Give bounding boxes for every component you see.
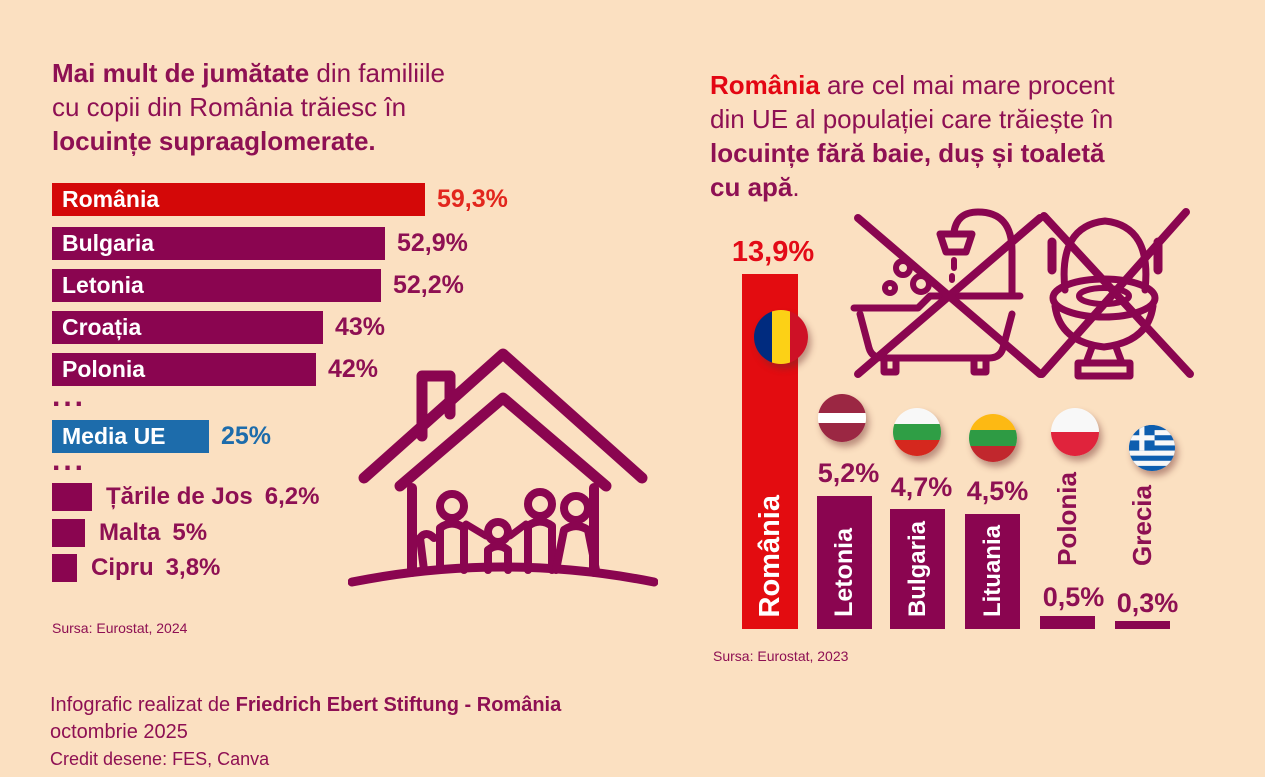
bar-value: 4,7% [890,472,953,502]
text-segment: . [792,172,800,202]
romania-flag-icon [754,310,808,364]
text-segment: cu apă [710,172,793,202]
bar-label-value: Cipru 3,8% [91,554,220,582]
text-line: octombrie 2025 [50,719,561,746]
text-segment: locuințe supraaglomerate. [52,126,376,156]
text-line: România are cel mai mare procent [710,68,1115,102]
left-source: Sursa: Eurostat, 2024 [52,620,188,636]
text-segment: octombrie 2025 [50,721,188,743]
bar-value: 0,3% [1116,588,1179,618]
bar-label: Bulgaria [890,509,945,629]
text-segment: Infografic realizat de [50,694,236,716]
text-segment: din familiile [309,58,445,88]
bar-label: Bulgaria [62,230,155,256]
bar-malta [52,519,85,547]
right-chart-title: România are cel mai mare procent din UE a… [710,68,1115,204]
ellipsis: ... [52,444,87,477]
house-with-family-icon [348,348,658,587]
bar-value: 52,9% [397,229,468,257]
text-line: locuințe supraaglomerate. [52,124,445,158]
bar-label: Polonia [62,356,146,382]
bar-label-text: Lituania [978,524,1006,617]
bar-bulgaria [890,509,945,629]
bar-value: 42% [328,355,379,383]
text-segment: are cel mai mare procent [819,70,1115,100]
letonia-flag-icon [818,394,866,442]
bar-media-ue: Media UE [52,420,209,453]
bar-cipru [52,554,77,582]
bar-romania: România [52,183,425,216]
bar-label: Letonia [817,496,872,629]
bar-grecia [1115,621,1170,629]
text-line: Infografic realizat de Friedrich Ebert S… [50,692,561,719]
text-segment: locuințe fără baie, duș și toaletă [710,138,1105,168]
bar-value: 3,8% [165,554,221,581]
bar-croatia: Croația [52,311,323,344]
bar-label-text: Bulgaria [903,520,931,617]
bar-bulgaria: Bulgaria [52,227,385,260]
grecia-flag-icon [1129,425,1175,471]
drawings-credit: Credit desene: FES, Canva [50,749,270,769]
left-chart-title: Mai mult de jumătate din familiile cu cop… [52,56,445,158]
bar-label: Croația [62,314,142,340]
bar-label: Cipru [91,554,154,581]
bar-value: 4,5% [966,476,1029,506]
bar-value: 5,2% [817,458,880,488]
text-segment: cu copii din România trăiesc în [52,92,407,122]
text-line: cu copii din România trăiesc în [52,90,445,124]
bar-label-text: Grecia [1127,485,1157,566]
bar-value: 25% [221,422,272,450]
bar-polonia: Polonia [52,353,316,386]
bar-tarile-de-jos [52,483,92,511]
bar-label: Lituania [965,514,1020,629]
bar-label-text: Polonia [1052,472,1082,566]
bar-label: Letonia [62,272,144,298]
crossed-out-bathtub-shower-icon [850,208,1044,378]
bulgaria-flag-icon [893,408,941,456]
bar-value: 13,9% [731,236,815,268]
bar-label: România [62,186,160,212]
bar-value: 5% [172,519,208,546]
bar-label: Malta [99,519,161,546]
bar-polonia [1040,616,1095,629]
bar-label-text: România [753,494,786,617]
bar-letonia: Letonia [52,269,381,302]
bar-value: 0,5% [1042,582,1105,612]
bar-lituania [965,514,1020,629]
text-segment: din UE al populației care trăiește în [710,104,1114,134]
text-line: Mai mult de jumătate din familiile [52,56,445,90]
crossed-out-toilet-icon [1040,208,1194,380]
text-segment: Friedrich Ebert Stiftung - România [235,694,562,716]
text-line: din UE al populației care trăiește în [710,102,1115,136]
footer-credit: Infografic realizat de Friedrich Ebert S… [50,692,561,746]
polonia-flag-icon [1051,408,1099,456]
bar-value: 59,3% [437,185,508,213]
bar-label: Țările de Jos [106,483,253,510]
bar-value: 52,2% [393,271,464,299]
lituania-flag-icon [969,414,1017,462]
text-line: locuințe fără baie, duș și toaletă [710,136,1115,170]
text-line: cu apă. [710,170,1115,204]
bar-label: Polonia [1040,446,1095,566]
ellipsis: ... [52,380,87,413]
bar-label: Media UE [62,423,166,449]
bar-letonia [817,496,872,629]
bar-label-value: Malta 5% [99,519,207,547]
text-segment: Mai mult de jumătate [52,58,310,88]
bar-label-value: Țările de Jos 6,2% [106,483,319,511]
bar-label-text: Letonia [830,528,858,617]
right-source: Sursa: Eurostat, 2023 [713,648,849,664]
bar-value: 43% [335,313,386,341]
text-segment: România [710,70,820,100]
bar-value: 6,2% [264,483,320,510]
